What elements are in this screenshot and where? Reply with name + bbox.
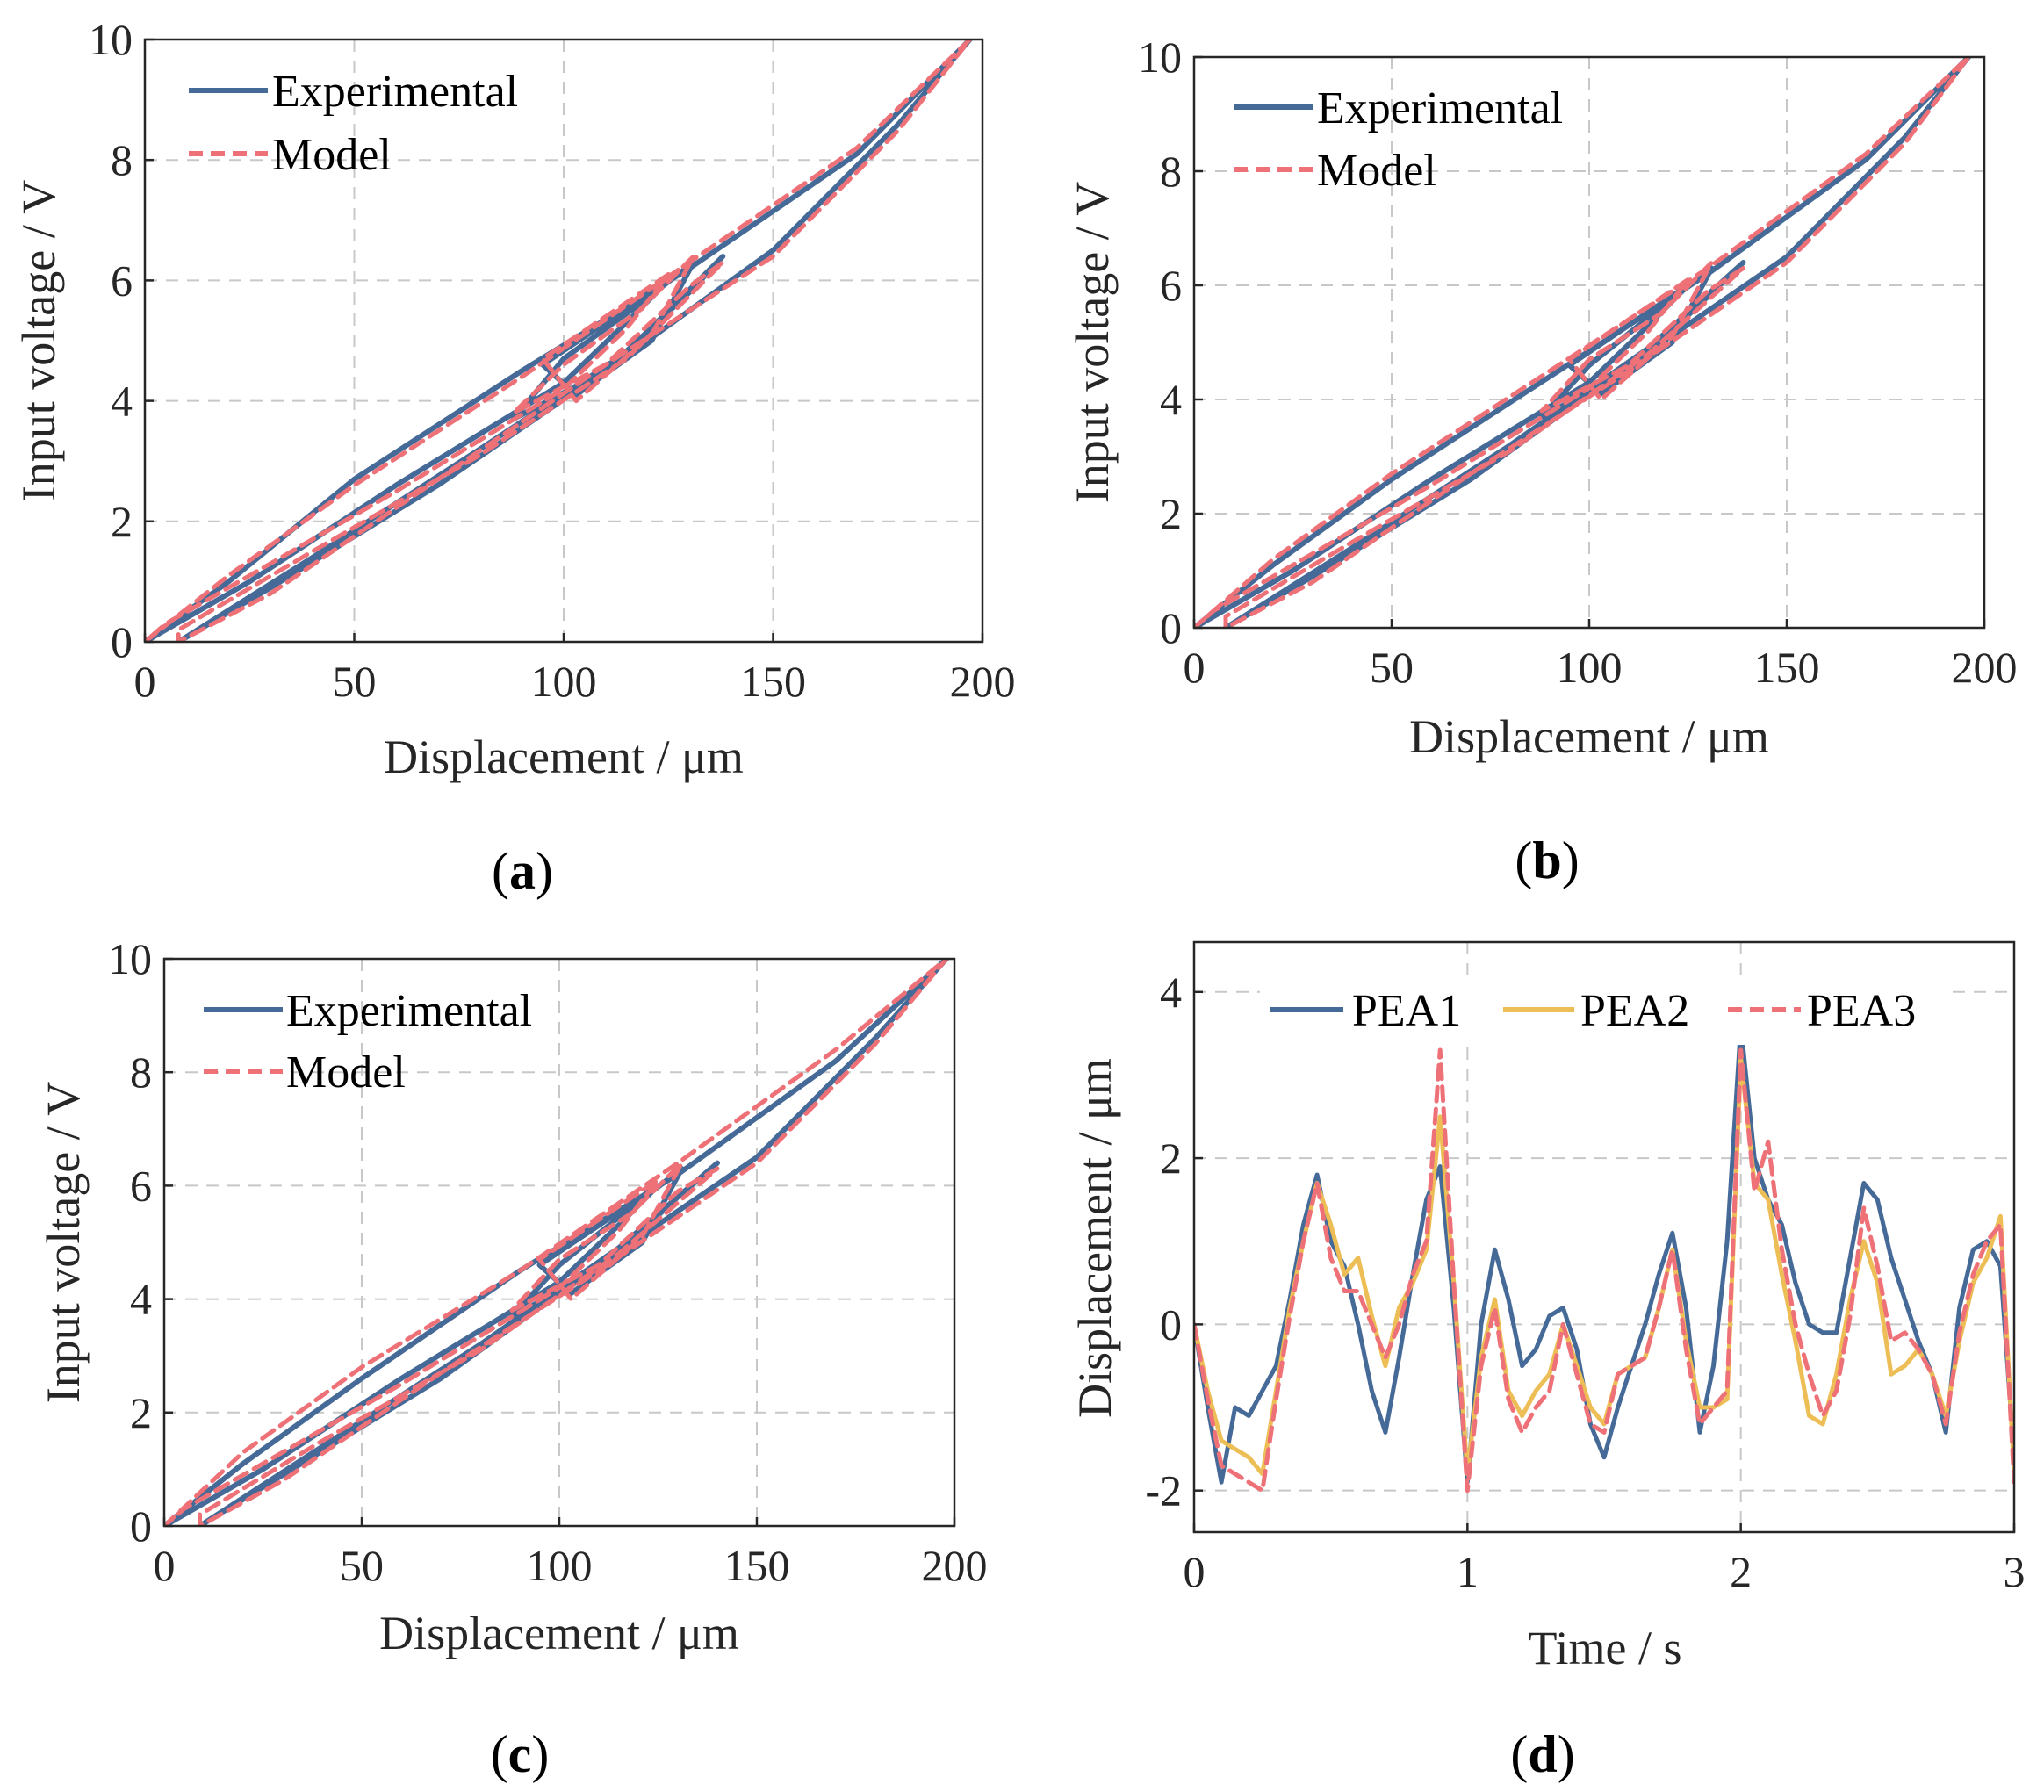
- panel-a-ytick-0: 0: [111, 617, 133, 666]
- panel-c-legend-exp-label: Experimental: [286, 986, 532, 1036]
- panel-c-xtick-0: 0: [154, 1541, 176, 1590]
- panel-d-xtick-2: 2: [1730, 1547, 1752, 1596]
- panel-c-ytick-1: 2: [130, 1388, 152, 1437]
- panel-b-xticks: 0 50 100 150 200: [1184, 619, 2018, 692]
- panel-a-ytick-2: 4: [111, 377, 133, 426]
- panel-c-series-experimental: [164, 959, 949, 1526]
- panel-c-xtick-3: 150: [724, 1541, 790, 1590]
- panel-b-ytick-1: 2: [1160, 489, 1182, 538]
- panel-c-ytick-2: 4: [130, 1275, 152, 1324]
- panel-a-legend-model-label: Model: [272, 130, 392, 180]
- panel-d-legend-pea1-label: PEA1: [1352, 986, 1461, 1036]
- panel-c-xtick-1: 50: [340, 1541, 384, 1590]
- panel-d-legend-pea2-label: PEA2: [1580, 986, 1689, 1036]
- panel-d-ylabel: Displacement / μm: [1069, 1058, 1121, 1418]
- panel-a-xlabel: Displacement / μm: [384, 730, 744, 783]
- panel-d-label: (d): [1510, 1725, 1574, 1783]
- panel-b-label: (b): [1515, 831, 1579, 889]
- panel-d-series-pea3: [1194, 1047, 2014, 1493]
- panel-d-ytick-0: -2: [1145, 1466, 1182, 1515]
- panel-a-series-model: [145, 40, 973, 642]
- panel-c-ytick-5: 10: [108, 934, 152, 983]
- panel-a-xtick-2: 100: [531, 657, 597, 706]
- panel-d-legend: PEA1 PEA2 PEA3: [1260, 975, 1945, 1045]
- panel-c-xticks: 0 50 100 150 200: [154, 1517, 988, 1590]
- panel-a-grid: [145, 40, 982, 642]
- panel-c-plot: [164, 959, 949, 1526]
- panel-d-legend-box: [1260, 975, 1945, 1045]
- panel-b-series-experimental: [1194, 57, 1971, 628]
- panel-b-xtick-4: 200: [1952, 643, 2018, 692]
- panel-b-grid: [1194, 57, 1984, 628]
- panel-d-ytick-3: 4: [1160, 968, 1182, 1017]
- panel-d-xticks: 0 1 2 3: [1184, 1523, 2026, 1596]
- panel-b-xtick-2: 100: [1557, 643, 1623, 692]
- panel-d-series-pea2: [1194, 1056, 2014, 1477]
- panel-c-ylabel: Input voltage / V: [37, 1082, 90, 1403]
- panel-c-xtick-4: 200: [922, 1541, 988, 1590]
- panel-b-yticks: 0 2 4 6 8 10: [1138, 32, 1203, 652]
- panel-b-legend-model-label: Model: [1317, 146, 1436, 196]
- panel-b-ytick-5: 10: [1138, 32, 1182, 82]
- panel-a-xticks: 0 50 100 150 200: [134, 633, 1016, 706]
- panel-b-ytick-3: 6: [1160, 261, 1182, 310]
- panel-d-ytick-2: 2: [1160, 1133, 1182, 1183]
- panel-a-yticks: 0 2 4 6 8 10: [89, 15, 154, 666]
- panel-b-xlabel: Displacement / μm: [1409, 710, 1769, 763]
- panel-c: 0 50 100 150 200 0 2 4 6 8 10 Displacement / μm I…: [37, 934, 988, 1783]
- panel-a-xtick-1: 50: [333, 657, 377, 706]
- panel-b-series-model: [1194, 57, 1971, 628]
- panel-a-legend: Experimental Model: [189, 67, 518, 180]
- panel-d-xtick-1: 1: [1457, 1547, 1479, 1596]
- panel-b: 0 50 100 150 200 0 2 4 6 8 10 Displacement / μm I…: [1066, 32, 2018, 889]
- panel-b-plot: [1194, 57, 1971, 628]
- panel-d-xtick-3: 3: [2004, 1547, 2026, 1596]
- panel-d-yticks: -2 0 2 4: [1145, 968, 1203, 1515]
- panel-d-ytick-1: 0: [1160, 1299, 1182, 1349]
- panel-c-series-model: [164, 959, 949, 1526]
- panel-a-ytick-5: 10: [89, 15, 133, 64]
- panel-b-ylabel: Input voltage / V: [1066, 182, 1119, 503]
- panel-b-legend: Experimental Model: [1234, 83, 1563, 196]
- panel-c-label: (c): [491, 1725, 550, 1783]
- panel-d-frame: [1192, 940, 2016, 1534]
- panel-c-ytick-0: 0: [130, 1501, 152, 1551]
- panel-b-ytick-0: 0: [1160, 603, 1182, 652]
- panel-b-xtick-1: 50: [1370, 643, 1414, 692]
- panel-a-plot: [145, 40, 973, 642]
- panel-d-legend-pea3-label: PEA3: [1807, 986, 1916, 1036]
- panel-a-xtick-3: 150: [740, 657, 806, 706]
- panel-a-ytick-4: 8: [111, 135, 133, 184]
- panel-b-legend-exp-label: Experimental: [1317, 83, 1563, 133]
- panel-a-ytick-1: 2: [111, 497, 133, 546]
- panel-b-ytick-2: 4: [1160, 375, 1182, 424]
- panel-a: 0 50 100 150 200 0 2 4 6 8 10 Displacement / μm I…: [12, 15, 1016, 900]
- panel-a-xtick-4: 200: [950, 657, 1016, 706]
- panel-d-xlabel: Time / s: [1528, 1622, 1681, 1674]
- panel-d-plot: [1194, 1023, 2014, 1493]
- panel-a-xtick-0: 0: [134, 657, 156, 706]
- panel-a-ylabel: Input voltage / V: [12, 180, 65, 501]
- panel-c-ytick-3: 6: [130, 1161, 152, 1210]
- panel-c-legend: Experimental Model: [204, 986, 532, 1098]
- panel-a-series-experimental: [145, 40, 973, 642]
- panel-a-legend-exp-label: Experimental: [272, 67, 518, 117]
- panel-b-ytick-4: 8: [1160, 147, 1182, 196]
- panel-d-series-pea1: [1194, 1023, 2014, 1485]
- panel-c-yticks: 0 2 4 6 8 10: [108, 934, 173, 1551]
- panel-c-xtick-2: 100: [527, 1541, 593, 1590]
- panel-b-xtick-0: 0: [1184, 643, 1206, 692]
- panel-d-xtick-0: 0: [1184, 1547, 1206, 1596]
- panel-b-xtick-3: 150: [1754, 643, 1820, 692]
- panel-c-ytick-4: 8: [130, 1047, 152, 1097]
- panel-c-xlabel: Displacement / μm: [379, 1607, 739, 1659]
- panel-c-legend-model-label: Model: [286, 1047, 406, 1098]
- panel-a-ytick-3: 6: [111, 255, 133, 305]
- panel-a-label: (a): [492, 842, 553, 900]
